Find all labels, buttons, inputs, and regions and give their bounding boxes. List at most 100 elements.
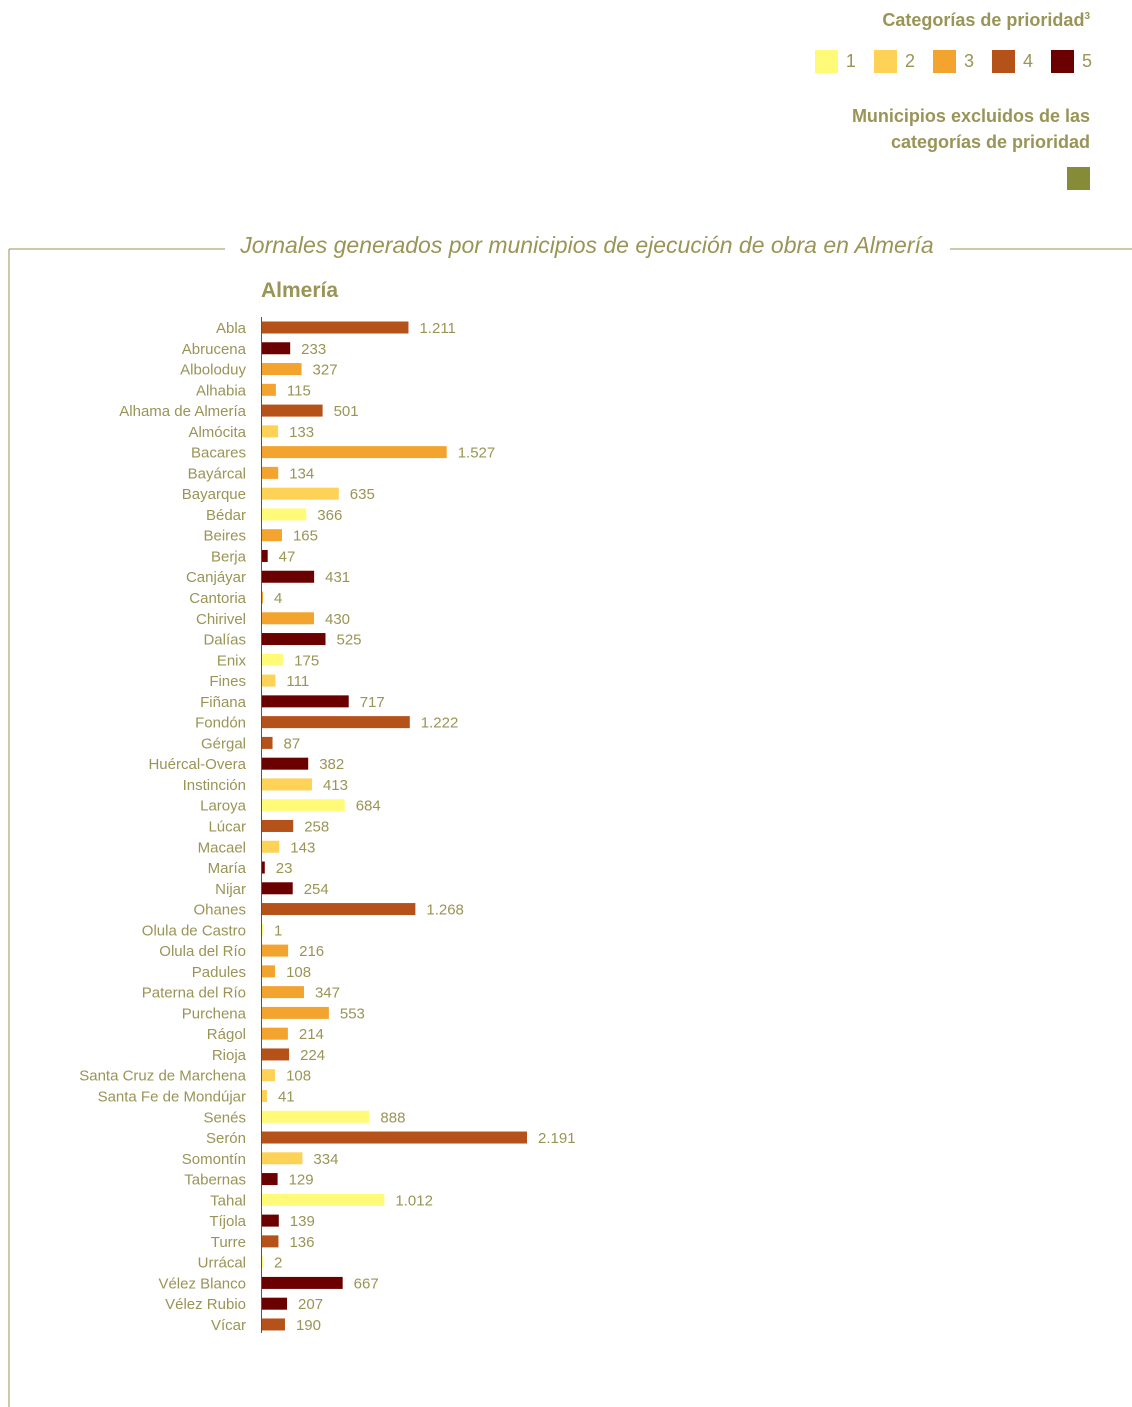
category-label: Enix [217,652,247,669]
legend-swatch-4 [991,50,1015,73]
category-label: Alhabia [196,382,247,399]
value-label: 233 [301,341,326,358]
category-label: Tabernas [184,1172,246,1189]
category-label: Canjáyar [186,569,246,586]
bar [262,1131,527,1144]
bar [262,591,263,604]
category-label: Laroya [200,798,247,815]
bar [262,861,265,874]
category-label: Fiñana [200,694,247,711]
bar [262,508,307,521]
bar [262,1256,263,1269]
bar [262,342,291,355]
value-label: 214 [299,1026,324,1043]
category-label: Chirivel [196,611,246,628]
category-label: Bédar [206,507,246,524]
value-label: 134 [289,465,314,482]
chart-subtitle: Almería [261,279,338,302]
bar [262,923,263,936]
category-label: Paterna del Río [142,985,246,1002]
category-label: Vélez Rubio [165,1296,246,1313]
bar [262,425,279,438]
value-label: 525 [336,632,361,649]
legend-swatch-3 [932,50,956,73]
value-label: 207 [298,1296,323,1313]
value-label: 129 [289,1172,314,1189]
legend-item-5: 5 [1050,50,1092,73]
value-label: 136 [289,1234,314,1251]
category-label: Fondón [195,715,246,732]
value-label: 175 [294,652,319,669]
legend-title: Categorías de prioridad3 [882,10,1090,30]
bar [262,736,273,749]
bar [262,653,284,666]
legend-label-2: 2 [904,51,915,71]
value-label: 1.527 [458,445,496,462]
category-label: Rioja [212,1047,247,1064]
value-label: 382 [319,756,344,773]
value-label: 553 [340,1005,365,1022]
bar [262,1069,276,1082]
value-label: 1.211 [419,320,455,337]
category-label: Dalías [203,632,246,649]
bar [262,383,276,396]
bar [262,674,276,687]
value-label: 108 [286,964,311,981]
bar [262,487,339,500]
category-label: Almócita [188,424,246,441]
legend-swatch-5 [1050,50,1074,73]
category-label: Senés [203,1109,246,1126]
bar [262,1048,290,1061]
legend-label-4: 4 [1022,51,1033,71]
value-label: 1 [274,922,282,939]
value-label: 133 [289,424,314,441]
legend-label-5: 5 [1081,51,1092,71]
value-label: 4 [274,590,282,607]
value-label: 717 [360,694,385,711]
value-label: 430 [325,611,350,628]
value-label: 366 [317,507,342,524]
bar [262,1173,278,1186]
bar [262,1110,370,1123]
category-label: Instinción [183,777,246,794]
category-label: Bacares [191,445,246,462]
value-label: 216 [299,943,324,960]
bar [262,1235,279,1248]
category-label: Santa Cruz de Marchena [79,1068,246,1085]
value-label: 254 [304,881,329,898]
bar [262,570,315,583]
bar [262,757,309,770]
category-label: Bayárcal [188,465,246,482]
category-label: Nijar [215,881,246,898]
bar [262,778,312,791]
value-label: 224 [300,1047,325,1064]
bar [262,446,447,459]
category-label: Ohanes [193,902,246,919]
value-label: 47 [279,548,296,565]
category-label: María [208,860,247,877]
value-label: 190 [296,1317,321,1334]
value-label: 23 [276,860,293,877]
value-label: 258 [304,818,329,835]
category-label: Purchena [182,1005,247,1022]
value-label: 139 [290,1213,315,1230]
bar [262,1027,288,1040]
category-label: Serón [206,1130,246,1147]
value-label: 108 [286,1068,311,1085]
bar [262,633,326,646]
category-label: Olula del Río [159,943,246,960]
chart-title: Jornales generados por municipios de eje… [239,232,933,258]
value-label: 334 [313,1151,338,1168]
bar [262,363,302,376]
category-label: Alhama de Almería [119,403,246,420]
value-label: 87 [284,735,301,752]
value-label: 888 [380,1109,405,1126]
category-label: Somontín [182,1151,246,1168]
category-label: Tahal [210,1192,246,1209]
excluded-swatch [1067,167,1090,190]
bar [262,1214,279,1227]
legend-item-2: 2 [873,50,915,73]
category-label: Bayarque [182,486,246,503]
bar [262,1297,288,1310]
